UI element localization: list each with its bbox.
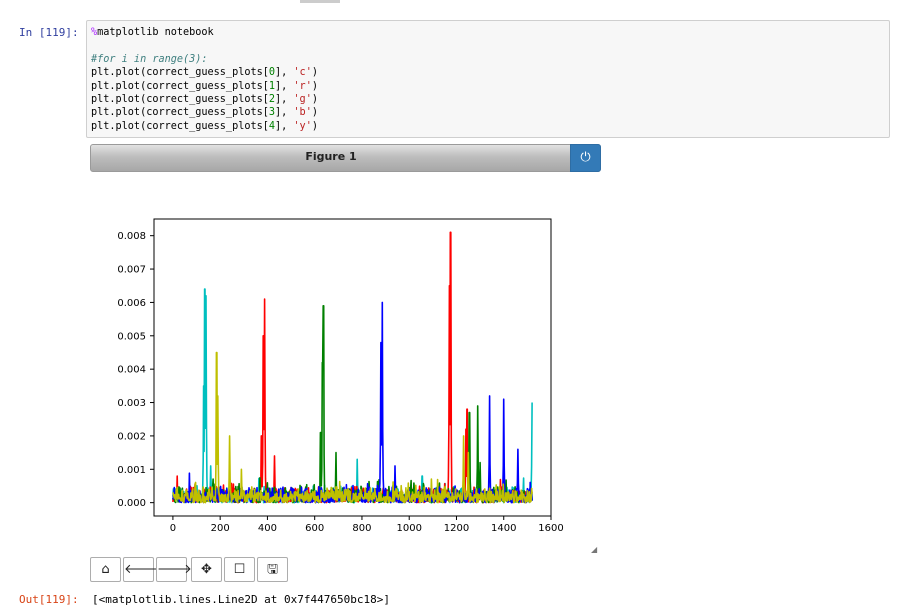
code-token: ], [275,80,294,92]
move-icon: ✥ [201,562,212,577]
back-arrow-icon: 🡐 [124,562,159,577]
code-cell-input[interactable]: %matplotlib notebook #for i in range(3): p… [86,20,890,138]
x-tick-label: 600 [305,523,324,534]
figure-titlebar[interactable]: Figure 1 ⏻ [90,144,601,172]
code-token: ], [275,107,294,119]
resize-grip-icon[interactable]: ◢ [591,545,598,554]
code-token: ], [275,120,294,132]
y-tick-label: 0.003 [117,398,146,409]
code-line: plt.plot(correct_guess_plots[2], 'g') [91,93,889,106]
pan-button[interactable]: ✥ [191,557,222,582]
forward-arrow-icon: 🡒 [157,562,192,577]
code-token: plt.plot(correct_guess_plots[ [91,93,269,105]
home-button[interactable]: ⌂ [90,557,121,582]
x-tick-label: 1200 [444,523,469,534]
x-tick-label: 200 [211,523,230,534]
power-icon: ⏻ [580,150,591,165]
code-token: 4 [268,120,276,132]
code-token: 1 [268,80,276,92]
x-tick-label: 400 [258,523,277,534]
code-token: ) [311,107,318,119]
code-token: 'c' [293,67,312,79]
x-tick-label: 1600 [538,523,563,534]
zoom-rect-icon: ☐ [233,562,246,577]
code-token: ) [311,67,318,79]
code-line: plt.plot(correct_guess_plots[0], 'c') [91,66,889,79]
code-token: ) [311,120,318,132]
code-token: plt.plot(correct_guess_plots[ [91,120,269,132]
y-tick-label: 0.001 [117,465,146,476]
code-token: matplotlib notebook [97,27,214,38]
code-token: 'r' [293,80,312,92]
forward-button[interactable]: 🡒 [156,557,192,582]
close-figure-button[interactable]: ⏻ [570,144,601,172]
code-token: ], [275,93,294,105]
back-button[interactable]: 🡐 [123,557,159,582]
code-line: plt.plot(correct_guess_plots[4], 'y') [91,120,889,133]
code-token: % [91,27,98,38]
code-token: ], [275,67,294,79]
code-line: plt.plot(correct_guess_plots[3], 'b') [91,106,889,119]
code-line [91,39,889,52]
plot-area [154,219,551,516]
code-token: 0 [268,67,276,79]
y-tick-label: 0.002 [117,431,146,442]
code-token: #for i in range(3): [91,53,208,65]
x-tick-label: 1000 [396,523,421,534]
axes-frame [153,218,552,517]
y-tick-label: 0.008 [117,231,146,242]
code-token: ) [311,93,318,105]
code-token: 'y' [293,120,312,132]
x-tick-label: 1400 [491,523,516,534]
code-token: 'g' [293,93,312,105]
code-token: plt.plot(correct_guess_plots[ [91,80,269,92]
code-line: #for i in range(3): [91,53,889,66]
code-token: plt.plot(correct_guess_plots[ [91,67,269,79]
figure-canvas[interactable]: 0 200 400 600 800 1000 1200 1400 1600 0.000 0.001 0… [90,175,590,550]
code-line: plt.plot(correct_guess_plots[1], 'r') [91,80,889,93]
home-icon: ⌂ [101,562,110,577]
input-prompt: In [119]: [19,26,79,39]
y-tick-label: 0.004 [117,365,146,376]
code-token: plt.plot(correct_guess_plots[ [91,107,269,119]
output-text: [<matplotlib.lines.Line2D at 0x7f447650b… [92,593,391,606]
series-line [172,351,533,504]
code-token: 'b' [293,107,312,119]
y-tick-label: 0.005 [117,331,146,342]
code-token: 3 [268,107,276,119]
code-token: 2 [268,93,276,105]
download-button[interactable]: 🖫 [257,557,288,582]
save-icon: 🖫 [266,562,279,577]
figure-title: Figure 1 [305,150,357,163]
previous-cell-edge [300,0,340,3]
output-prompt: Out[119]: [19,593,79,606]
y-tick-label: 0.000 [117,498,146,509]
x-tick-label: 800 [352,523,371,534]
y-tick-label: 0.007 [117,265,146,276]
code-token: ) [311,80,318,92]
zoom-button[interactable]: ☐ [224,557,255,582]
code-line: %matplotlib notebook [91,26,889,39]
x-tick-label: 0 [170,523,176,534]
y-tick-label: 0.006 [117,298,146,309]
